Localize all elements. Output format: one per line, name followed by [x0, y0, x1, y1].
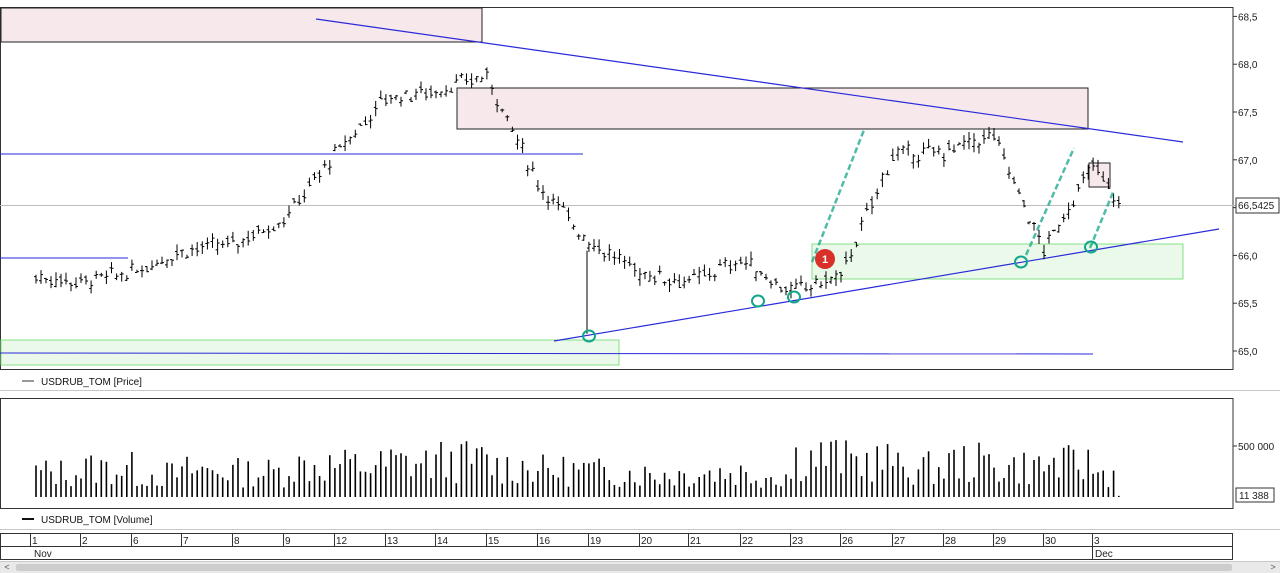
demand-zone-1	[0, 339, 620, 366]
horizontal-level-3	[0, 352, 1094, 355]
price-tick-label: 67,5	[1238, 108, 1258, 119]
date-tick-label: 26	[842, 536, 854, 547]
volume-legend-label: USDRUB_TOM [Volume]	[41, 515, 153, 526]
impulse-dash-1	[810, 129, 866, 263]
date-tick-label: 27	[894, 536, 906, 547]
volume-y-axis: 500 000	[1233, 442, 1275, 453]
date-tick-label: 22	[742, 536, 754, 547]
date-tick-label: 8	[234, 536, 240, 547]
price-legend-label: USDRUB_TOM [Price]	[41, 377, 142, 388]
price-tick-label: 65,5	[1238, 299, 1258, 310]
date-x-axis: 1 2 6 7 8 9 12 13 14 15 16 19 20 21 22 23 26 27 28 29 30 3	[30, 533, 1100, 547]
price-y-axis: 65,065,566,066,567,067,568,068,5	[1233, 12, 1258, 358]
volume-bars	[35, 440, 1120, 497]
date-tick-label: 7	[183, 536, 189, 547]
volume-panel-frame	[0, 398, 1234, 509]
date-tick-label: 21	[690, 536, 702, 547]
month-axis-row	[0, 546, 1233, 560]
price-tick-label: 65,0	[1238, 347, 1258, 358]
date-tick-label: 28	[945, 536, 957, 547]
date-tick-label: 13	[387, 536, 399, 547]
price-tick-label: 67,0	[1238, 156, 1258, 167]
date-tick-label: 9	[285, 536, 291, 547]
scroll-left-arrow-icon[interactable]: <	[4, 562, 10, 572]
supply-zone-1	[0, 7, 483, 43]
date-tick-label: 1	[32, 536, 38, 547]
price-bars	[34, 67, 1121, 299]
date-tick-label: 16	[539, 536, 551, 547]
date-tick-label: 3	[1094, 536, 1100, 547]
price-tick-label: 66,0	[1238, 251, 1258, 262]
annotation-badge-label: 1	[822, 254, 828, 266]
month-label-dec: Dec	[1095, 549, 1113, 560]
swing-marker-1	[582, 329, 596, 343]
date-tick-label: 20	[641, 536, 653, 547]
volume-tick-label: 500 000	[1238, 442, 1275, 453]
descending-trendline	[315, 18, 1184, 143]
current-price-box	[1235, 197, 1280, 214]
current-volume-box	[1235, 487, 1275, 503]
swing-marker-4	[1014, 255, 1028, 269]
impulse-dash-2	[1024, 147, 1076, 256]
impulse-dash-3	[1088, 189, 1116, 249]
date-tick-label: 14	[437, 536, 449, 547]
price-tick-label: 68,0	[1238, 60, 1258, 71]
date-tick-label: 23	[792, 536, 804, 547]
date-tick-label: 15	[488, 536, 500, 547]
annotation-badge	[815, 249, 835, 269]
horizontal-scrollbar[interactable]: < >	[0, 561, 1280, 573]
date-tick-label: 12	[336, 536, 348, 547]
swing-marker-5	[1084, 240, 1098, 254]
supply-zone-2	[456, 87, 1089, 130]
current-volume-label: 11 388	[1239, 491, 1269, 502]
demand-zone-2	[811, 243, 1184, 280]
scroll-thumb[interactable]	[16, 564, 1232, 571]
date-tick-label: 6	[133, 536, 139, 547]
date-tick-label: 30	[1045, 536, 1057, 547]
date-tick-label: 19	[590, 536, 602, 547]
ascending-trendline	[553, 228, 1220, 342]
price-panel-frame	[0, 7, 1234, 370]
swing-marker-3	[787, 290, 801, 304]
month-label-nov: Nov	[34, 549, 52, 560]
price-tick-label: 68,5	[1238, 12, 1258, 23]
date-tick-label: 29	[995, 536, 1007, 547]
current-price-label: 66,5425	[1238, 201, 1275, 212]
scroll-right-arrow-icon[interactable]: >	[1270, 562, 1276, 572]
swing-marker-2	[751, 294, 765, 308]
date-tick-label: 2	[82, 536, 88, 547]
